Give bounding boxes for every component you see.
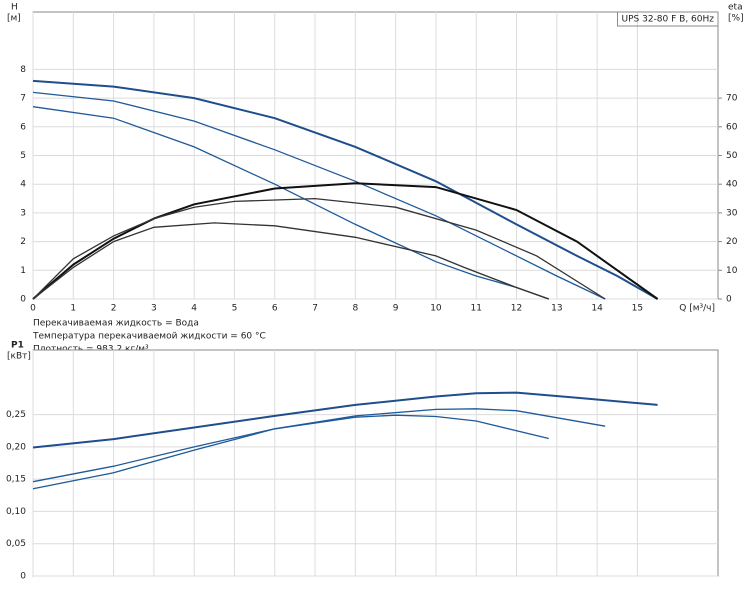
x-tick-label: 15 — [632, 304, 643, 314]
x-tick-label: 2 — [111, 304, 117, 314]
y2-tick-label: 70 — [726, 94, 738, 104]
curve — [32, 182, 659, 300]
y-tick-label: 0,10 — [6, 507, 26, 517]
y-tick-label: 6 — [20, 122, 26, 132]
y-tick-label: 0,20 — [6, 442, 26, 452]
x-tick-label: 5 — [232, 304, 238, 314]
x-tick-label: 11 — [471, 304, 482, 314]
x-tick-label: 13 — [551, 304, 562, 314]
x-tick-label: 4 — [191, 304, 197, 314]
curve — [32, 106, 550, 300]
annotation: Перекачиваемая жидкость = Вода — [33, 319, 199, 329]
y-tick-label: 0,05 — [6, 539, 26, 549]
x-tick-label: 12 — [511, 304, 522, 314]
label-box — [617, 11, 719, 27]
y-unit: [м] — [7, 14, 21, 24]
curve — [32, 391, 658, 449]
y2-label: eta — [728, 3, 743, 13]
x-tick-label: 6 — [272, 304, 278, 314]
x-tick-label: 10 — [430, 304, 442, 314]
y-tick-label: 0,15 — [6, 475, 26, 485]
plot-area — [32, 349, 719, 577]
y-tick-label: 0,25 — [6, 410, 26, 420]
x-label: Q [м³/ч] — [679, 304, 715, 314]
y-tick-label: 3 — [20, 208, 26, 218]
y-label: P1 — [11, 341, 24, 351]
curve — [32, 79, 659, 300]
y-unit: [кВт] — [7, 352, 31, 362]
y-tick-label: 0 — [20, 295, 26, 305]
x-tick-label: 0 — [30, 304, 36, 314]
y-tick-label: 4 — [20, 180, 26, 190]
y2-tick-label: 50 — [726, 151, 738, 161]
curve — [32, 222, 550, 300]
y-tick-label: 0 — [20, 572, 26, 582]
x-tick-label: 14 — [591, 304, 603, 314]
y-label: H — [11, 3, 18, 13]
curve-label: UPS 32-80 F B, 60Hz — [622, 15, 715, 25]
annotation: Температура перекачиваемой жидкости = 60… — [32, 332, 266, 342]
y2-tick-label: 20 — [726, 237, 738, 247]
y2-unit: [%] — [728, 14, 744, 24]
y-tick-label: 2 — [20, 237, 26, 247]
curve — [32, 91, 606, 300]
x-tick-label: 7 — [312, 304, 318, 314]
y2-tick-label: 60 — [726, 122, 738, 132]
y2-tick-label: 30 — [726, 208, 738, 218]
x-tick-label: 9 — [393, 304, 399, 314]
x-tick-label: 3 — [151, 304, 157, 314]
x-tick-label: 8 — [352, 304, 358, 314]
y2-tick-label: 10 — [726, 266, 738, 276]
y-tick-label: 8 — [20, 65, 26, 75]
curve — [32, 408, 606, 483]
y-tick-label: 7 — [20, 94, 26, 104]
y-tick-label: 5 — [20, 151, 26, 161]
y2-tick-label: 0 — [726, 295, 732, 305]
x-tick-label: 1 — [70, 304, 76, 314]
y-tick-label: 1 — [20, 266, 26, 276]
y2-tick-label: 40 — [726, 180, 738, 190]
curve — [32, 197, 606, 300]
curve — [32, 414, 549, 490]
